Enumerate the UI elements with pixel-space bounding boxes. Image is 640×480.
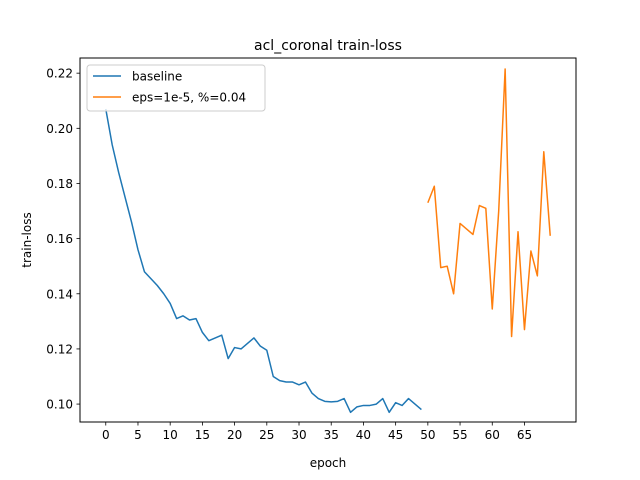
x-tick-label: 0 [102,428,110,442]
x-axis-label: epoch [310,456,347,470]
x-tick-label: 20 [227,428,242,442]
legend-label-baseline: baseline [132,70,182,84]
y-tick-label: 0.20 [46,122,73,136]
chart-title: acl_coronal train-loss [254,38,402,54]
y-axis-label: train-loss [20,212,34,267]
x-tick-label: 65 [517,428,532,442]
legend: baseline eps=1e-5, %=0.04 [86,64,266,112]
x-tick-label: 25 [259,428,274,442]
x-axis: 0 5 10 15 20 25 30 35 40 45 50 55 60 65 [102,422,532,442]
y-tick-label: 0.22 [46,67,73,81]
x-tick-label: 60 [485,428,500,442]
y-tick-label: 0.12 [46,342,73,356]
y-tick-label: 0.14 [46,287,73,301]
y-tick-label: 0.16 [46,232,73,246]
y-tick-label: 0.10 [46,398,73,412]
series-layer [105,68,551,414]
x-tick-label: 40 [356,428,371,442]
legend-label-eps: eps=1e-5, %=0.04 [132,91,246,105]
x-tick-label: 30 [291,428,306,442]
x-tick-label: 10 [163,428,178,442]
x-tick-label: 45 [388,428,403,442]
x-tick-label: 5 [134,428,142,442]
x-tick-label: 50 [420,428,435,442]
legend-box [86,64,266,112]
y-axis: 0.10 0.12 0.14 0.16 0.18 0.20 0.22 [46,67,80,412]
series-line-eps [427,68,551,338]
series-line-baseline [105,108,422,414]
y-tick-label: 0.18 [46,177,73,191]
x-tick-label: 55 [452,428,467,442]
x-tick-label: 15 [195,428,210,442]
x-tick-label: 35 [324,428,339,442]
plot-area-frame [79,57,577,423]
